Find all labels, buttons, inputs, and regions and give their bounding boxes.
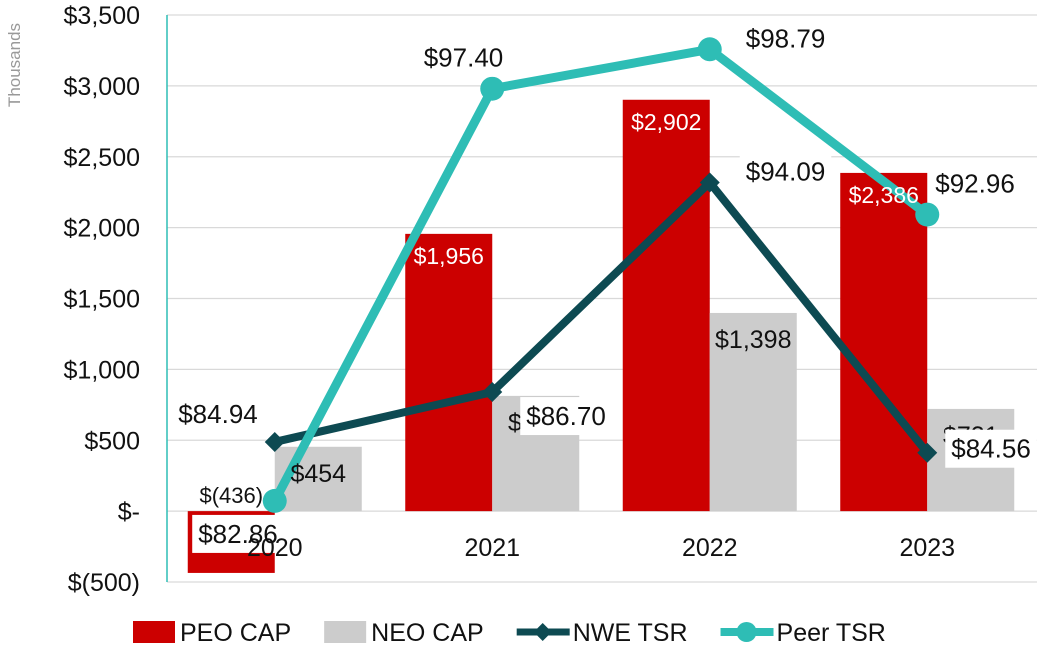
legend-label: NWE TSR — [573, 619, 688, 647]
legend-swatch — [133, 621, 175, 643]
bar-data-label: $454 — [290, 460, 346, 488]
marker-circle — [915, 202, 940, 227]
data-label-background — [172, 394, 264, 433]
y-unit-label: Thousands — [5, 23, 24, 107]
legend: PEO CAP NEO CAP NWE TSR Peer TSR — [133, 619, 886, 647]
bar-peo-cap — [405, 233, 493, 512]
line-data-label: $94.09 — [746, 157, 826, 187]
y-tick-label: $3,000 — [64, 73, 140, 101]
line-data-label: $98.79 — [746, 23, 826, 53]
lines-layer — [262, 37, 940, 513]
line-data-label: $97.40 — [424, 43, 504, 73]
legend-label: PEO CAP — [180, 619, 291, 647]
axis-labels-layer: $3,500 $3,000 $2,500 $2,000 $1,500 $1,000 $500… — [64, 2, 956, 597]
gridlines — [167, 14, 1037, 583]
data-label-background — [929, 164, 1021, 203]
bar-data-label: $2,902 — [631, 109, 701, 135]
marker-diamond — [699, 172, 720, 193]
y-tick-label: $3,500 — [64, 2, 140, 30]
line-data-label: $92.96 — [935, 169, 1015, 199]
bar-data-label: $1,398 — [715, 326, 791, 354]
marker-diamond — [917, 442, 938, 463]
bar-peo-cap — [622, 99, 710, 512]
marker-circle — [262, 488, 287, 513]
legend-swatch — [324, 621, 367, 643]
y-tick-label: $500 — [84, 427, 140, 455]
y-tick-label: $1,000 — [64, 356, 140, 384]
bar-data-label: $1,956 — [414, 243, 484, 269]
data-label-background — [739, 19, 832, 58]
data-label-background — [520, 397, 612, 436]
data-label-background — [739, 152, 832, 191]
legend-label: NEO CAP — [371, 619, 484, 647]
x-tick-label: 2022 — [682, 534, 738, 562]
x-tick-label: 2023 — [899, 534, 955, 562]
y-tick-label: $2,500 — [64, 144, 140, 172]
legend-label: Peer TSR — [777, 619, 886, 647]
data-label-background — [417, 38, 510, 77]
line-nwe-tsr — [270, 178, 932, 457]
y-tick-label: $2,000 — [64, 215, 140, 243]
line-data-label: $84.94 — [178, 399, 258, 429]
marker-diamond — [482, 382, 503, 403]
data-label-background — [192, 514, 284, 553]
marker-diamond — [264, 431, 285, 452]
bar-peo-cap — [840, 172, 928, 512]
x-tick-label: 2020 — [247, 534, 303, 562]
line-peer-tsr — [270, 44, 932, 506]
y-tick-label: $1,500 — [64, 286, 140, 314]
line-data-label: $84.56 — [951, 434, 1031, 464]
marker-circle — [480, 76, 505, 101]
bar-data-label: $2,386 — [849, 182, 919, 208]
data-label-background — [945, 429, 1037, 468]
y-tick-label: $- — [118, 498, 140, 526]
legend-marker-diamond — [533, 623, 552, 641]
bars-layer — [187, 99, 1015, 573]
data-labels-layer: $(436)$1,956$2,902$2,386$454$813$1,398$7… — [172, 19, 1037, 553]
x-tick-label: 2021 — [464, 534, 520, 562]
line-data-label: $86.70 — [526, 401, 606, 431]
marker-circle — [697, 37, 722, 62]
line-data-label: $82.86 — [198, 519, 278, 549]
bar-neo-cap — [709, 312, 797, 512]
y-tick-label: $(500) — [68, 569, 140, 597]
legend-marker-circle — [736, 622, 757, 642]
bar-data-label: $(436) — [199, 483, 263, 508]
